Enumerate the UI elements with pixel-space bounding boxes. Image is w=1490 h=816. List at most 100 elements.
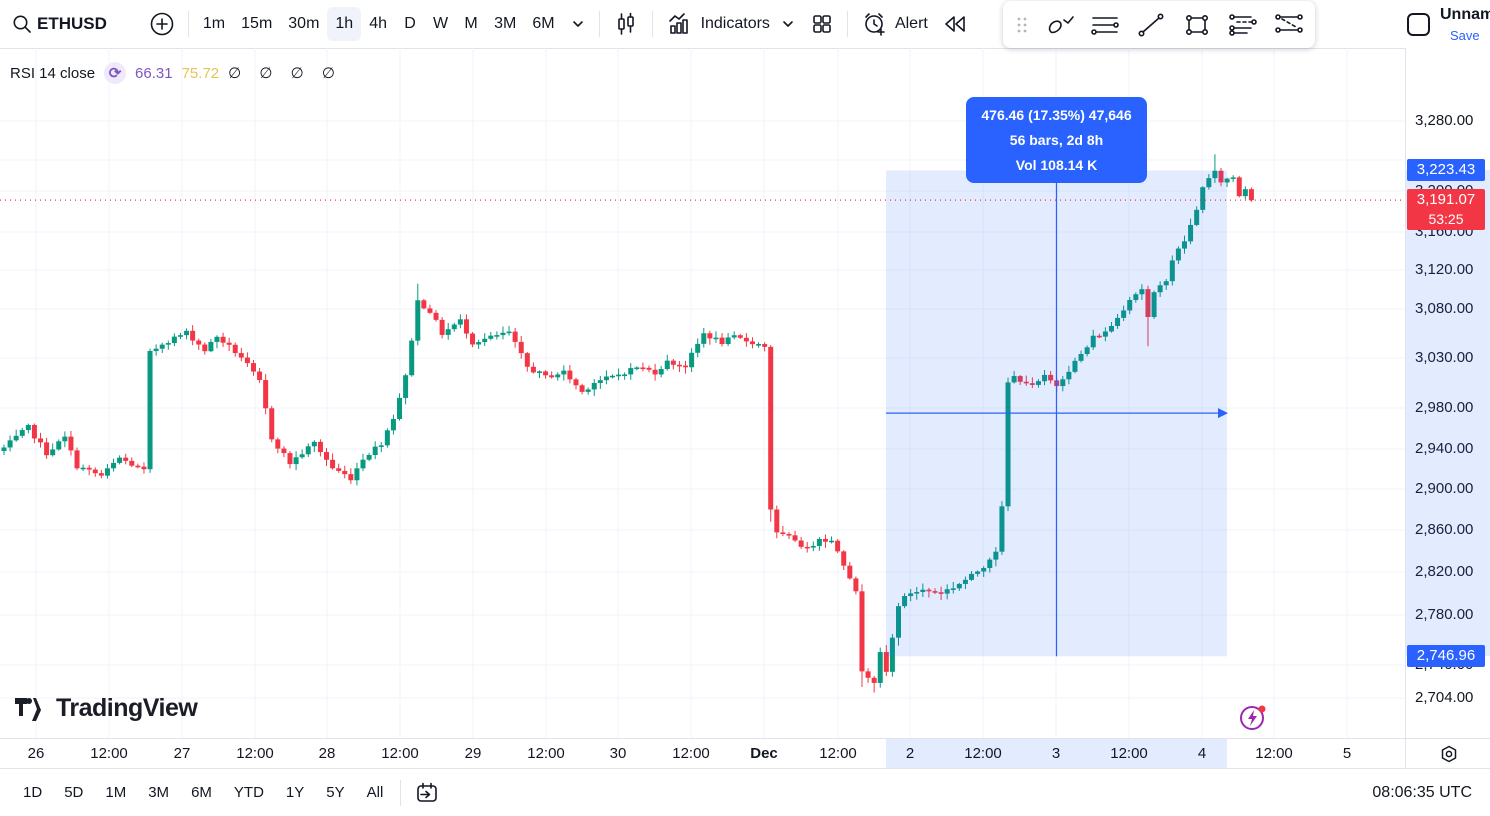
- time-tick: 12:00: [527, 745, 565, 762]
- toolbar-separator: [846, 11, 848, 37]
- range-6m[interactable]: 6M: [191, 784, 212, 801]
- range-1d[interactable]: 1D: [23, 784, 43, 801]
- layout-save-area: Unnam Save: [1402, 4, 1490, 48]
- time-axis[interactable]: 26 12:00 27 12:00 28 12:00 29 12:00 30 12:00 Dec 12…: [0, 738, 1405, 769]
- measure-low-badge: 2,746.96: [1407, 645, 1485, 668]
- indicators-icon: [668, 13, 688, 34]
- timeframe-group: 1m 15m 30m 1h 4h D W M 3M 6M: [195, 7, 563, 41]
- horizontal-rays-tool-button[interactable]: [1220, 5, 1266, 45]
- chevron-down-icon: [572, 21, 583, 27]
- time-tick: 29: [464, 745, 482, 762]
- range-ytd[interactable]: YTD: [233, 784, 264, 801]
- date-range-group: 1D 5D 1M 3M 6M YTD 1Y 5Y All: [12, 780, 394, 805]
- tv-logo-icon: [15, 697, 41, 721]
- rays-icon: [1229, 13, 1258, 36]
- price-axis[interactable]: 3,280.003,200.003,160.003,120.003,080.00…: [1405, 48, 1490, 738]
- brush-tool-button[interactable]: [1037, 5, 1083, 45]
- rectangle-tool-button[interactable]: [1174, 5, 1220, 45]
- range-all[interactable]: All: [366, 784, 384, 801]
- rsi-value: 66.31: [135, 64, 173, 82]
- alert-clock-icon: [865, 13, 885, 36]
- alert-label: Alert: [894, 15, 928, 32]
- timeframe-1h[interactable]: 1h: [327, 7, 362, 41]
- range-1m[interactable]: 1M: [105, 784, 127, 801]
- bottom-toolbar: 1D 5D 1M 3M 6M YTD 1Y 5Y All 08:06:35 UTC: [0, 768, 1490, 816]
- price-tick: 2,940.00: [1415, 440, 1474, 457]
- range-5y[interactable]: 5Y: [326, 784, 345, 801]
- drag-dots-icon: [1017, 17, 1027, 32]
- measure-high-badge: 3,223.43: [1407, 159, 1485, 182]
- axis-settings-corner[interactable]: [1405, 738, 1490, 768]
- timeframe-D[interactable]: D: [404, 15, 416, 32]
- search-icon: [13, 15, 31, 33]
- measure-bars-time: 56 bars, 2d 8h: [1009, 132, 1104, 148]
- price-tick: 3,080.00: [1415, 300, 1474, 317]
- gear-icon: [1441, 745, 1457, 762]
- refresh-icon[interactable]: ⟳: [104, 62, 127, 84]
- time-tick: 12:00: [90, 745, 128, 762]
- price-tick: 2,820.00: [1415, 563, 1474, 580]
- instant-order-button[interactable]: [1237, 701, 1269, 733]
- save-button[interactable]: Save: [1450, 28, 1480, 43]
- time-tick: 26: [27, 745, 45, 762]
- price-tick: 2,780.00: [1415, 606, 1474, 623]
- timeframe-30m[interactable]: 30m: [288, 15, 320, 32]
- timeframe-menu-button[interactable]: [563, 7, 593, 41]
- timeframe-W[interactable]: W: [432, 15, 449, 32]
- tradingview-logo[interactable]: TradingView: [14, 694, 198, 723]
- range-1y[interactable]: 1Y: [285, 784, 305, 801]
- layout-checkbox[interactable]: [1407, 13, 1430, 36]
- clock-timezone-button[interactable]: 08:06:35 UTC: [1372, 783, 1472, 801]
- brush-check-icon: [1048, 15, 1074, 33]
- timeframe-15m[interactable]: 15m: [241, 15, 273, 32]
- indicators-button[interactable]: Indicators: [659, 7, 803, 41]
- compare-add-button[interactable]: [142, 7, 182, 41]
- rsi-legend-title: RSI 14 close: [10, 64, 96, 82]
- chevron-down-icon: [783, 21, 793, 27]
- chart-canvas[interactable]: [0, 48, 1405, 738]
- toolbar-separator: [400, 779, 402, 806]
- alert-button[interactable]: Alert: [854, 7, 935, 41]
- indicators-label: Indicators: [700, 15, 770, 32]
- timeframe-6M[interactable]: 6M: [532, 15, 555, 32]
- measure-price-change: 476.46 (17.35%) 47,646: [981, 107, 1132, 123]
- cross-line-tool-button[interactable]: [1265, 5, 1311, 45]
- chart-style-button[interactable]: [606, 7, 646, 41]
- time-tick: 12:00: [819, 745, 857, 762]
- plus-circle-icon: [150, 12, 174, 36]
- cross-rays-icon: [1275, 13, 1303, 33]
- time-tick: 12:00: [964, 745, 1002, 762]
- range-3m[interactable]: 3M: [148, 784, 170, 801]
- rsi-ma-value: 75.72: [181, 64, 220, 82]
- timeframe-1m[interactable]: 1m: [202, 15, 226, 32]
- bar-replay-button[interactable]: [935, 7, 975, 41]
- measure-tooltip: 476.46 (17.35%) 47,646 56 bars, 2d 8h Vo…: [966, 97, 1147, 183]
- trendline-tool-button[interactable]: [1128, 5, 1174, 45]
- layout-name[interactable]: Unnam: [1440, 6, 1490, 23]
- time-tick: 3: [1051, 745, 1061, 762]
- range-5d[interactable]: 5D: [64, 784, 84, 801]
- price-tick: 2,980.00: [1415, 399, 1474, 416]
- layout-grid-icon: [813, 15, 831, 33]
- price-tick: 3,120.00: [1415, 261, 1474, 278]
- timeframe-4h[interactable]: 4h: [369, 15, 387, 32]
- timeframe-3M[interactable]: 3M: [494, 15, 517, 32]
- time-tick: 12:00: [381, 745, 419, 762]
- toolbar-separator: [651, 11, 653, 37]
- time-tick: 4: [1197, 745, 1207, 762]
- rectangle-icon: [1185, 14, 1208, 35]
- go-to-date-button[interactable]: [407, 776, 447, 810]
- parallel-lines-tool-button[interactable]: [1083, 5, 1129, 45]
- calendar-goto-icon: [417, 782, 438, 802]
- candlestick-icon: [617, 12, 634, 35]
- time-tick: 5: [1342, 745, 1352, 762]
- toolbar-drag-handle[interactable]: [1007, 5, 1037, 45]
- time-tick: 27: [173, 745, 191, 762]
- time-tick: Dec: [750, 745, 778, 762]
- time-tick: 12:00: [672, 745, 710, 762]
- toolbar-separator: [598, 11, 600, 37]
- layout-grid-button[interactable]: [803, 7, 841, 41]
- symbol-search-button[interactable]: ETHUSD: [4, 7, 118, 41]
- timeframe-M[interactable]: M: [464, 15, 478, 32]
- rsi-empty-values: ∅ ∅ ∅ ∅: [228, 65, 342, 82]
